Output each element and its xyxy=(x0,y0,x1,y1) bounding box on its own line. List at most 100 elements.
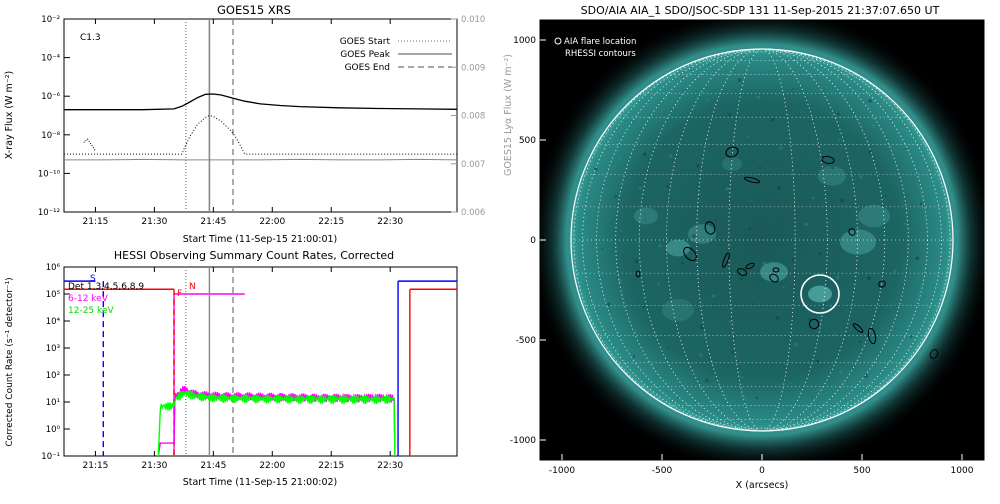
aia-texture-dot xyxy=(658,243,662,248)
aia-texture-dot xyxy=(682,89,686,93)
aia-texture-dot xyxy=(894,305,897,307)
aia-texture-dot xyxy=(789,382,792,385)
goes-series-line xyxy=(83,138,96,151)
goes-x-tick-label: 21:15 xyxy=(82,217,108,227)
goes-y-label: X-ray Flux (W m⁻²) xyxy=(4,71,15,160)
hessi-x-axis: 21:15 21:30 21:45 22:00 22:15 22:30 xyxy=(82,267,403,471)
aia-texture-dot xyxy=(864,374,868,378)
rhessi-contour xyxy=(808,318,820,330)
aia-texture-dot xyxy=(634,329,638,333)
rhessi-contour xyxy=(878,280,886,288)
hessi-y-tick-label: 10¹ xyxy=(46,398,60,408)
hessi-y-tick-label: 10³ xyxy=(46,344,60,354)
aia-texture-dot xyxy=(617,157,622,161)
aia-y-tick-label: 500 xyxy=(519,136,536,146)
hessi-x-tick-label: 22:00 xyxy=(259,461,285,471)
aia-texture-dot xyxy=(594,167,598,171)
aia-texture-dot xyxy=(865,215,868,217)
aia-texture-dot xyxy=(841,304,843,307)
hessi-y-tick-label: 10⁶ xyxy=(46,263,61,273)
aia-texture-dot xyxy=(808,317,811,321)
aia-texture-dot xyxy=(617,279,622,284)
aia-texture-dot xyxy=(614,195,617,198)
aia-flare-markers xyxy=(800,274,840,314)
aia-texture-dot xyxy=(758,166,762,170)
goes-series-line xyxy=(64,114,457,155)
hessi-y-tick-label: 10⁴ xyxy=(46,317,61,327)
hessi-y-tick-label: 10⁵ xyxy=(46,290,60,300)
hessi-x-tick-label: 22:30 xyxy=(377,461,403,471)
aia-texture-dot xyxy=(777,185,781,190)
aia-texture-dot xyxy=(930,178,934,182)
aia-texture-dot xyxy=(837,138,841,142)
goes-xrs-panel: GOES15 XRS 21:15 21:30 21:45 22:00 22:15 22:3… xyxy=(4,3,514,245)
rhessi-contour xyxy=(821,155,835,165)
aia-texture-dot xyxy=(620,230,623,233)
aia-bright-region xyxy=(634,207,658,225)
goes-legend-peak: GOES Peak xyxy=(340,50,390,60)
goes-y-axis: 10⁻¹² 10⁻¹⁰ 10⁻⁸ 10⁻⁶ 10⁻⁴ 10⁻² xyxy=(38,15,70,218)
hessi-x-label: Start Time (11-Sep-15 21:00:02) xyxy=(183,477,338,488)
aia-texture-dot xyxy=(715,65,720,70)
aia-texture-dot xyxy=(761,239,763,241)
aia-texture-dot xyxy=(884,340,888,344)
hessi-title: HESSI Observing Summary Count Rates, Cor… xyxy=(114,249,394,262)
aia-texture-dot xyxy=(684,295,686,297)
aia-texture-dot xyxy=(671,321,673,323)
rhessi-contour xyxy=(725,146,739,158)
aia-texture-dot xyxy=(833,333,837,337)
aia-texture-dot xyxy=(696,164,700,168)
goes-title: GOES15 XRS xyxy=(217,3,291,17)
aia-texture-dot xyxy=(711,267,713,269)
aia-texture-dot xyxy=(775,316,780,320)
aia-texture-dot xyxy=(792,87,794,90)
aia-texture-dot xyxy=(748,227,752,231)
hessi-event-lines xyxy=(102,267,234,456)
aia-x-tick-label: -500 xyxy=(652,466,673,476)
aia-texture-dot xyxy=(831,166,834,170)
aia-bright-region xyxy=(818,166,846,186)
aia-texture-dot xyxy=(633,120,635,123)
hessi-y-axis: 10⁻¹ 10⁰ 10¹ 10² 10³ 10⁴ 10⁵ 10⁶ xyxy=(41,263,70,462)
aia-texture-dot xyxy=(700,325,704,330)
aia-y-tick-label: -500 xyxy=(516,336,537,346)
goes-series-line xyxy=(64,158,458,161)
rhessi-contours xyxy=(635,146,939,359)
goes-y2-axis: 0.006 0.007 0.008 0.009 0.010 xyxy=(451,15,485,218)
goes-x-tick-label: 22:15 xyxy=(318,217,344,227)
aia-texture-dot xyxy=(737,78,742,82)
aia-legend-rhessi: RHESSI contours xyxy=(565,49,636,59)
aia-texture-dot xyxy=(867,276,871,281)
aia-texture-dot xyxy=(740,277,743,281)
aia-y-tick-label: -1000 xyxy=(510,436,536,446)
aia-x-tick-label: -1000 xyxy=(549,466,575,476)
aia-legend-flare-location: AIA flare location xyxy=(564,37,636,47)
aia-flare-location-marker xyxy=(800,274,840,314)
goes-y2-tick-label: 0.007 xyxy=(461,160,485,170)
aia-texture-dot xyxy=(770,118,775,122)
aia-x-axis: -1000 -500 0 500 1000 xyxy=(549,454,974,476)
aia-bright-region xyxy=(858,204,890,228)
rhessi-contour xyxy=(736,268,748,276)
aia-texture-dot xyxy=(791,258,795,262)
aia-x-tick-label: 1000 xyxy=(951,466,974,476)
aia-texture-dot xyxy=(859,340,862,344)
aia-texture-dot xyxy=(904,147,906,150)
rhessi-contour xyxy=(745,262,755,270)
hessi-plot-frame xyxy=(63,266,458,457)
aia-texture-dot xyxy=(830,88,833,91)
aia-grid-longitude xyxy=(638,48,886,432)
aia-bright-region xyxy=(662,298,694,322)
aia-texture-dot xyxy=(716,401,721,406)
aia-texture-dot xyxy=(762,261,766,266)
goes-flare-class: C1.3 xyxy=(80,33,101,43)
goes-y-tick-label: 10⁻⁶ xyxy=(41,92,60,102)
aia-texture-dot xyxy=(839,369,843,374)
aia-disk-texture xyxy=(586,65,938,417)
hessi-y-tick-label: 10⁻¹ xyxy=(41,452,60,462)
hessi-state-bars xyxy=(64,280,457,456)
aia-texture-dot xyxy=(669,372,671,375)
rhessi-contour xyxy=(929,349,939,359)
rhessi-contour xyxy=(772,267,780,273)
